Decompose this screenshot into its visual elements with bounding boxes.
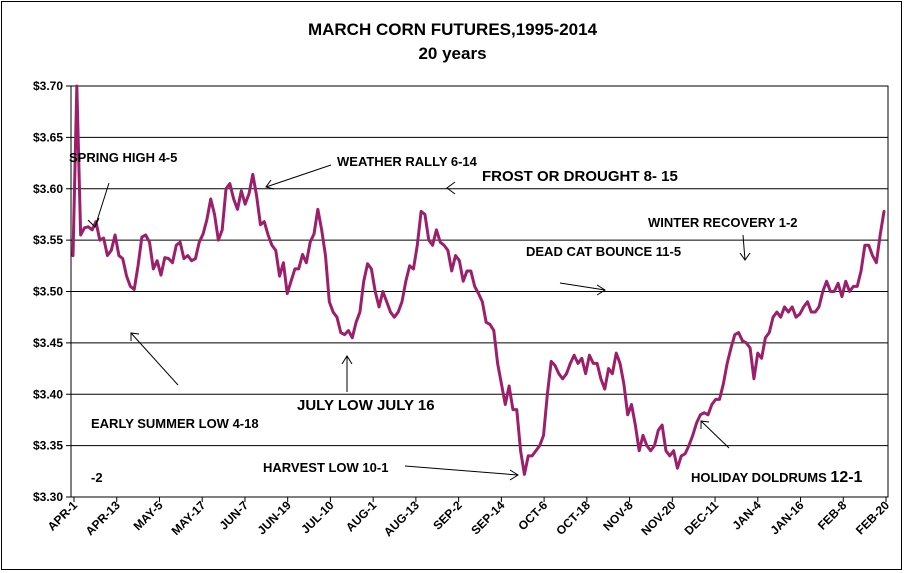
annotation-holiday-doldrums: HOLIDAY DOLDRUMS 12-1 xyxy=(691,469,862,487)
arrowhead-july-low xyxy=(341,355,353,365)
x-tick-label: DEC-11 xyxy=(682,498,722,538)
y-tick-label: $3.35 xyxy=(33,439,63,453)
x-tick-label: FEB-20 xyxy=(853,498,892,537)
gridlines xyxy=(71,85,888,498)
arrowhead-early-summer-low xyxy=(130,332,140,341)
arrow-early-summer-low xyxy=(130,332,179,386)
annotation-frost-drought: FROST OR DROUGHT 8- 15 xyxy=(482,168,678,185)
annotation-dead-cat-bounce: DEAD CAT BOUNCE 11-5 xyxy=(526,244,682,259)
x-tick-label: JUN-19 xyxy=(255,498,294,537)
annotation-weather-rally: WEATHER RALLY 6-14 xyxy=(337,154,477,169)
x-tick-label: OCT-6 xyxy=(515,498,550,533)
x-tick-label: AUG-13 xyxy=(381,498,422,539)
holiday-doldrums-date: 12-1 xyxy=(830,469,863,486)
annotation-harvest-low: HARVEST LOW 10-1 xyxy=(263,460,389,475)
arrow-weather-rally xyxy=(265,164,332,188)
y-tick-label: $3.30 xyxy=(33,490,63,504)
y-tick-label: $3.50 xyxy=(33,285,63,299)
arrowhead-harvest-low xyxy=(509,469,519,481)
arrowhead-holiday-doldrums xyxy=(700,420,710,429)
y-tick-label: $3.45 xyxy=(33,336,63,350)
x-tick-label: OCT-18 xyxy=(553,498,593,538)
holiday-doldrums-label: HOLIDAY DOLDRUMS xyxy=(691,470,827,485)
arrow-holiday-doldrums xyxy=(700,420,730,449)
x-tick-label: MAY-5 xyxy=(131,498,166,533)
y-tick-label: $3.60 xyxy=(33,182,63,196)
arrowhead-spring-high xyxy=(87,217,100,228)
x-tick-label: FEB-8 xyxy=(815,498,850,533)
chart-subtitle: 20 years xyxy=(418,44,487,63)
x-tick-label: SEP-14 xyxy=(468,498,507,537)
chart-title: MARCH CORN FUTURES,1995-2014 xyxy=(307,20,598,39)
arrow-dead-cat xyxy=(559,282,606,291)
arrowhead-frost-drought xyxy=(446,181,456,195)
x-tick-label: JUL-10 xyxy=(298,498,336,536)
annotation-july-low: JULY LOW JULY 16 xyxy=(297,397,435,414)
arrow-harvest-low xyxy=(404,465,519,476)
y-tick-label: $3.70 xyxy=(33,79,63,93)
x-tick-label: SEP-2 xyxy=(430,498,465,533)
y-axis: $3.30 $3.35 $3.40 $3.45 $3.50 $3.55 $3.60 $3.65… xyxy=(33,79,71,504)
x-tick-label: APR-13 xyxy=(83,498,123,538)
x-axis: APR-1 APR-13 MAY-5 MAY-17 JUN-7 JUN-19 JUL-10 A… xyxy=(45,497,892,539)
annotation-spring-high: SPRING HIGH 4-5 xyxy=(69,150,178,165)
x-tick-label: JUN-7 xyxy=(217,498,252,533)
arrow-spring-high xyxy=(94,182,110,228)
arrowhead-weather-rally xyxy=(265,179,275,190)
y-tick-label: $3.40 xyxy=(33,387,63,401)
x-tick-label: NOV-20 xyxy=(638,498,678,538)
x-tick-label: AUG-1 xyxy=(343,498,380,535)
series-line-corn-futures xyxy=(71,84,886,476)
x-tick-label: MAY-17 xyxy=(169,498,209,538)
y-tick-label: $3.55 xyxy=(33,233,63,247)
x-tick-label: JAN-16 xyxy=(768,498,807,537)
annotation-arrows xyxy=(87,164,751,481)
arrow-winter-recovery xyxy=(742,234,746,261)
arrowhead-winter-recovery xyxy=(739,252,751,261)
x-tick-label: NOV-8 xyxy=(600,498,636,534)
annotation-winter-recovery: WINTER RECOVERY 1-2 xyxy=(648,215,798,230)
annotation-early-summer-low: EARLY SUMMER LOW 4-18 xyxy=(91,416,259,431)
x-tick-label: JAN-4 xyxy=(729,498,764,533)
y-tick-label: $3.65 xyxy=(33,130,63,144)
arrowhead-dead-cat xyxy=(596,284,606,296)
annotation-minus-two: -2 xyxy=(91,470,103,485)
